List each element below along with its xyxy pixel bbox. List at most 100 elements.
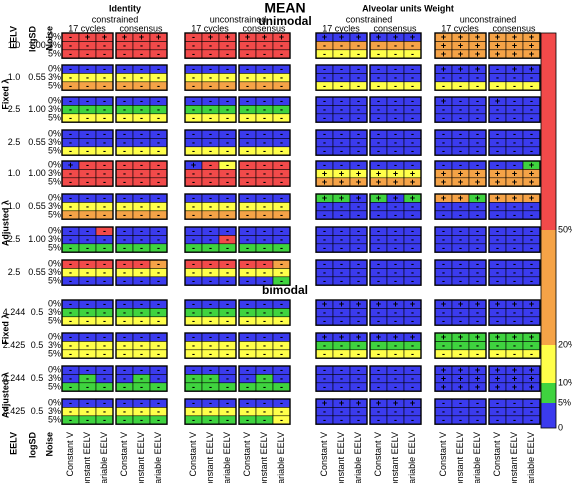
- cell-sign: -: [394, 146, 397, 156]
- logsd-label: 1.00: [28, 234, 46, 244]
- cell-sign: -: [69, 382, 72, 392]
- cell-sign: -: [442, 137, 445, 147]
- cell-sign: -: [340, 104, 343, 114]
- cell-sign: -: [340, 81, 343, 91]
- block-frame: [238, 259, 291, 286]
- cell-sign: -: [394, 40, 397, 50]
- cell-sign: +: [458, 299, 463, 309]
- cell-sign: +: [376, 332, 381, 342]
- cell-sign: -: [246, 259, 249, 269]
- block-frame: [61, 332, 114, 359]
- condition-label: Adjusted λ: [0, 200, 10, 246]
- cell-sign: -: [357, 72, 360, 82]
- cell-sign: -: [69, 234, 72, 244]
- cell-sign: -: [263, 276, 266, 286]
- column-label: Variable EELV: [526, 432, 536, 483]
- cell-sign: -: [209, 382, 212, 392]
- cell-sign: +: [376, 177, 381, 187]
- logsd-label: 0.5: [31, 406, 44, 416]
- cell-sign: -: [476, 226, 479, 236]
- noise-label: 3%: [48, 104, 61, 114]
- cell-sign: +: [156, 32, 161, 42]
- cell-sign: -: [411, 234, 414, 244]
- cell-sign: +: [441, 96, 446, 106]
- cell-sign: -: [157, 299, 160, 309]
- cell-sign: -: [377, 415, 380, 425]
- cell-sign: -: [140, 340, 143, 350]
- cell-sign: -: [192, 104, 195, 114]
- logsd-label: 1.00: [28, 168, 46, 178]
- cell-sign: -: [192, 316, 195, 326]
- cell-sign: -: [323, 49, 326, 59]
- cell-sign: -: [209, 406, 212, 416]
- cell-sign: -: [192, 243, 195, 253]
- cell-sign: +: [495, 168, 500, 178]
- cell-sign: -: [357, 406, 360, 416]
- cell-sign: -: [263, 160, 266, 170]
- cell-sign: -: [442, 398, 445, 408]
- cell-sign: -: [246, 267, 249, 277]
- cell-sign: -: [157, 193, 160, 203]
- cell-sign: -: [123, 96, 126, 106]
- cell-sign: -: [103, 415, 106, 425]
- cell-sign: -: [323, 307, 326, 317]
- cell-sign: -: [263, 146, 266, 156]
- noise-label: 0%: [48, 160, 61, 170]
- cell-sign: -: [86, 406, 89, 416]
- cell-sign: -: [263, 406, 266, 416]
- block-frame: [488, 365, 541, 392]
- cell-sign: -: [476, 160, 479, 170]
- block-frame: [434, 365, 487, 392]
- cell-sign: -: [123, 210, 126, 220]
- cell-sign: -: [323, 81, 326, 91]
- block-frame: [315, 398, 368, 425]
- cell-sign: -: [209, 349, 212, 359]
- noise-label: 0%: [48, 96, 61, 106]
- cell-sign: -: [530, 104, 533, 114]
- cell-sign: -: [192, 349, 195, 359]
- cell-sign: -: [226, 276, 229, 286]
- cell-sign: -: [513, 113, 516, 123]
- cell-sign: +: [529, 64, 534, 74]
- cell-sign: -: [103, 373, 106, 383]
- eelv-label: 2.5: [8, 137, 21, 147]
- cell-sign: -: [226, 129, 229, 139]
- cell-sign: -: [411, 160, 414, 170]
- cell-sign: -: [226, 160, 229, 170]
- cell-sign: -: [86, 373, 89, 383]
- cell-sign: -: [323, 113, 326, 123]
- cell-sign: -: [459, 72, 462, 82]
- cell-sign: -: [496, 64, 499, 74]
- cell-sign: -: [459, 307, 462, 317]
- cell-sign: -: [192, 226, 195, 236]
- footer-label: EELV: [8, 432, 18, 455]
- cell-sign: -: [340, 64, 343, 74]
- cell-sign: -: [357, 129, 360, 139]
- cell-sign: -: [86, 267, 89, 277]
- cell-sign: -: [323, 137, 326, 147]
- cell-sign: -: [411, 340, 414, 350]
- cell-sign: -: [476, 96, 479, 106]
- cell-sign: -: [246, 276, 249, 286]
- cell-sign: -: [377, 160, 380, 170]
- cell-sign: -: [123, 193, 126, 203]
- cell-sign: -: [411, 96, 414, 106]
- cell-sign: -: [69, 201, 72, 211]
- cell-sign: -: [530, 113, 533, 123]
- cell-sign: -: [530, 259, 533, 269]
- cell-sign: -: [263, 201, 266, 211]
- cell-sign: -: [411, 129, 414, 139]
- cell-sign: -: [340, 146, 343, 156]
- cell-sign: -: [377, 146, 380, 156]
- cell-sign: -: [530, 406, 533, 416]
- cell-sign: -: [157, 307, 160, 317]
- cell-sign: +: [529, 49, 534, 59]
- block-frame: [184, 332, 237, 359]
- cell-sign: +: [441, 373, 446, 383]
- cell-sign: -: [263, 129, 266, 139]
- cell-sign: +: [458, 64, 463, 74]
- cell-sign: -: [459, 259, 462, 269]
- cell-sign: -: [513, 316, 516, 326]
- cell-sign: -: [340, 96, 343, 106]
- cell-sign: -: [209, 415, 212, 425]
